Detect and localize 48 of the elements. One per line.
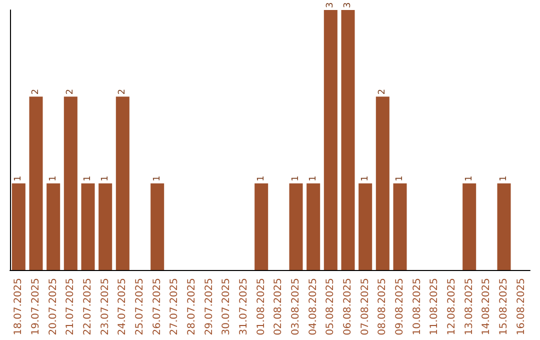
- x-tick-label: 07.08.2025: [360, 278, 371, 336]
- x-tick-label: 24.07.2025: [117, 278, 128, 336]
- x-tick-label: 29.07.2025: [204, 278, 215, 336]
- x-tick-label: 09.08.2025: [394, 278, 406, 336]
- x-tick-label: 25.07.2025: [134, 278, 146, 336]
- x-tick-label: 14.08.2025: [481, 278, 492, 336]
- data-label: 1: [83, 176, 93, 182]
- x-tick-label: 03.08.2025: [290, 278, 302, 336]
- x-tick-label: 06.08.2025: [342, 278, 354, 336]
- x-tick-label: 01.08.2025: [256, 278, 267, 336]
- data-label: 2: [118, 88, 128, 95]
- x-tick-label: 27.07.2025: [169, 278, 180, 336]
- x-tick-label: 26.07.2025: [152, 278, 163, 336]
- data-label: 3: [343, 2, 353, 8]
- data-label: 1: [395, 176, 405, 182]
- x-tick-label: 18.07.2025: [13, 278, 24, 336]
- x-tick-label: 11.08.2025: [429, 278, 440, 336]
- x-tick-label: 16.08.2025: [516, 278, 527, 336]
- data-label: 2: [66, 88, 76, 95]
- x-tick-label: 20.07.2025: [48, 278, 59, 336]
- data-label: 1: [152, 176, 162, 182]
- x-tick-label: 08.08.2025: [377, 278, 388, 336]
- data-label: 2: [378, 88, 388, 95]
- data-label: 1: [100, 176, 110, 182]
- x-tick-label: 04.08.2025: [308, 278, 319, 336]
- data-label: 1: [308, 176, 318, 182]
- x-tick-label: 23.07.2025: [100, 278, 111, 336]
- x-tick-label: 05.08.2025: [325, 278, 336, 336]
- data-label: 3: [326, 2, 336, 8]
- data-label: 1: [464, 176, 474, 182]
- data-label: 2: [31, 88, 41, 95]
- x-tick-label: 19.07.2025: [30, 278, 42, 336]
- data-label: 1: [14, 176, 24, 182]
- data-label: 1: [499, 176, 509, 182]
- x-tick-label: 10.08.2025: [412, 278, 423, 336]
- x-tick-label: 13.08.2025: [464, 278, 475, 336]
- data-label: 1: [256, 176, 266, 182]
- x-tick-label: 12.08.2025: [446, 278, 458, 336]
- x-tick-label: 15.08.2025: [498, 278, 510, 336]
- data-label: 1: [291, 176, 301, 182]
- x-tick-label: 31.07.2025: [238, 278, 250, 336]
- x-tick-label: 22.07.2025: [82, 278, 94, 336]
- x-tick-label: 28.07.2025: [186, 278, 198, 336]
- data-label: 1: [48, 176, 58, 182]
- data-label: 1: [360, 176, 370, 182]
- x-tick-label: 30.07.2025: [221, 278, 232, 336]
- x-tick-label: 02.08.2025: [273, 278, 284, 336]
- x-tick-label: 21.07.2025: [65, 278, 76, 336]
